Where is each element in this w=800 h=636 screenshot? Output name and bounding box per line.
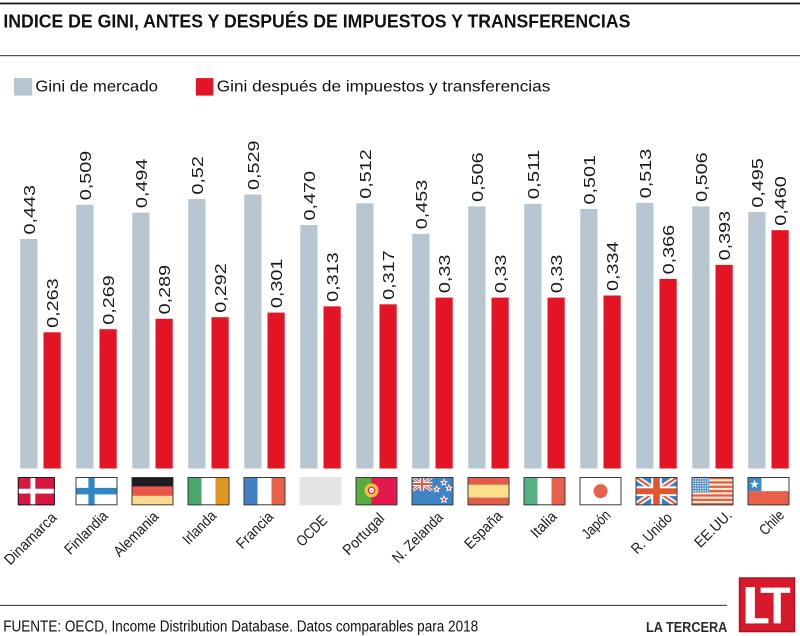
svg-text:0,513: 0,513 [638, 149, 655, 199]
svg-text:0,529: 0,529 [246, 140, 263, 190]
svg-text:0,366: 0,366 [661, 225, 678, 275]
svg-text:0,506: 0,506 [694, 152, 711, 202]
svg-text:0,501: 0,501 [582, 155, 599, 205]
svg-text:0,453: 0,453 [414, 180, 431, 230]
svg-text:0,509: 0,509 [78, 151, 95, 201]
svg-text:0,301: 0,301 [269, 258, 286, 308]
svg-text:0,460: 0,460 [773, 176, 790, 226]
svg-text:0,33: 0,33 [493, 254, 510, 293]
svg-text:0,494: 0,494 [134, 158, 151, 208]
svg-text:0,393: 0,393 [717, 211, 734, 261]
svg-text:0,317: 0,317 [381, 250, 398, 300]
svg-text:0,269: 0,269 [101, 275, 118, 325]
svg-text:0,495: 0,495 [750, 158, 767, 208]
svg-text:0,511: 0,511 [526, 150, 543, 200]
svg-text:INDICE DE GINI, ANTES Y DESPUÉ: INDICE DE GINI, ANTES Y DESPUÉS DE IMPUE… [3, 11, 630, 32]
svg-text:0,334: 0,334 [605, 241, 622, 291]
svg-text:0,506: 0,506 [470, 152, 487, 202]
svg-text:0,52: 0,52 [190, 156, 207, 195]
svg-text:0,263: 0,263 [45, 278, 62, 328]
svg-text:0,33: 0,33 [549, 254, 566, 293]
svg-text:LA TERCERA: LA TERCERA [646, 620, 727, 636]
svg-text:0,289: 0,289 [157, 265, 174, 315]
svg-text:0,470: 0,470 [302, 171, 319, 221]
svg-text:Gini después de impuestos y tr: Gini después de impuestos y transferenci… [217, 79, 551, 96]
svg-text:Gini de mercado: Gini de mercado [35, 79, 158, 96]
svg-text:0,443: 0,443 [22, 185, 39, 235]
svg-text:0,512: 0,512 [358, 149, 375, 199]
svg-text:FUENTE: OECD, Income Distribut: FUENTE: OECD, Income Distribution Databa… [3, 618, 478, 635]
svg-text:0,313: 0,313 [325, 252, 342, 302]
svg-text:0,292: 0,292 [213, 263, 230, 313]
svg-text:0,33: 0,33 [437, 254, 454, 293]
